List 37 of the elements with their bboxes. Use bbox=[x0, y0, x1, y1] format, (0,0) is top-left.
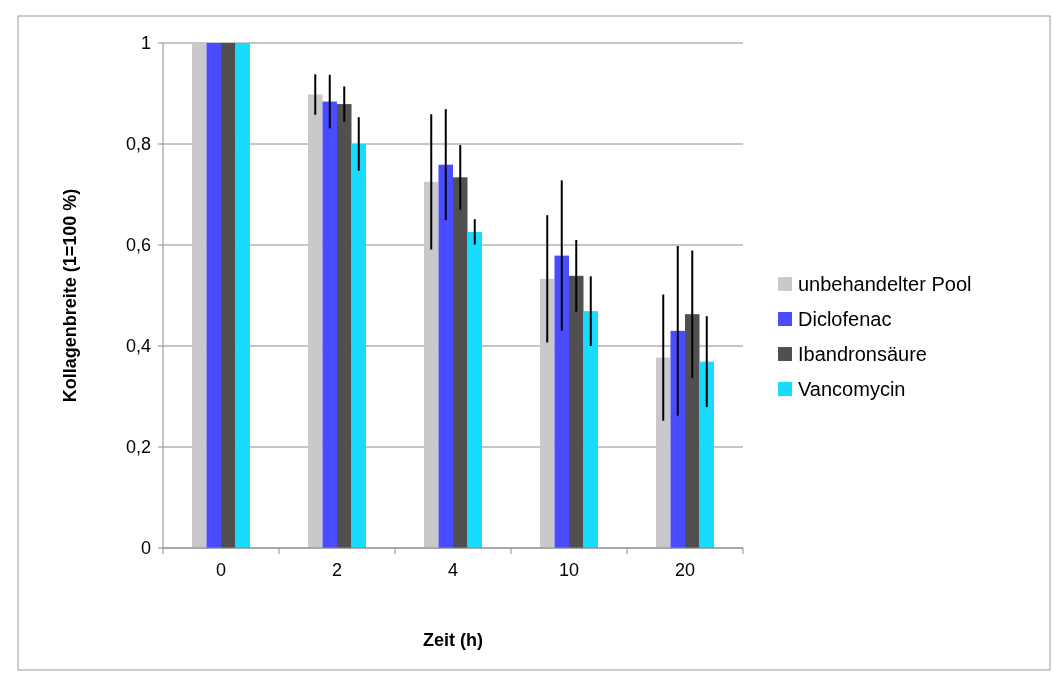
legend-label: unbehandelter Pool bbox=[798, 273, 972, 295]
x-tick-label: 0 bbox=[215, 560, 227, 580]
y-tick-label: 0 bbox=[140, 538, 151, 559]
x-tick-label: 2 bbox=[331, 560, 343, 580]
bar bbox=[569, 275, 584, 548]
y-tick-label: 0,4 bbox=[125, 336, 151, 357]
x-tick-label: 4 bbox=[447, 560, 459, 580]
x-tick-label: 10 bbox=[558, 560, 580, 580]
x-tick-label: 20 bbox=[674, 560, 696, 580]
bar bbox=[554, 255, 569, 548]
bar bbox=[670, 330, 685, 548]
bar bbox=[699, 361, 714, 548]
bar bbox=[453, 177, 468, 548]
bar bbox=[337, 104, 352, 548]
bar bbox=[322, 101, 337, 548]
y-tick-label: 0,2 bbox=[125, 437, 151, 458]
legend-label: Diclofenac bbox=[798, 308, 892, 330]
bar bbox=[235, 43, 250, 548]
bar bbox=[308, 94, 323, 548]
y-tick-label: 0,6 bbox=[125, 235, 151, 256]
bar bbox=[192, 43, 207, 548]
y-tick-label: 0,8 bbox=[125, 134, 151, 155]
bar bbox=[656, 357, 671, 548]
y-tick-label: 1 bbox=[140, 33, 151, 54]
bar bbox=[467, 231, 482, 548]
bar bbox=[351, 144, 366, 548]
bar bbox=[583, 311, 598, 548]
bar bbox=[424, 181, 439, 548]
bar bbox=[540, 278, 555, 548]
bar bbox=[206, 43, 221, 548]
x-axis-title: Zeit (h) bbox=[423, 630, 483, 650]
legend-label: Ibandronsäure bbox=[798, 343, 927, 365]
bar bbox=[221, 43, 236, 548]
bar bbox=[685, 314, 700, 548]
legend-label: Vancomycin bbox=[798, 378, 906, 400]
y-axis-title: Kollagenbreite (1=100 %) bbox=[60, 188, 80, 403]
bar bbox=[438, 164, 453, 548]
